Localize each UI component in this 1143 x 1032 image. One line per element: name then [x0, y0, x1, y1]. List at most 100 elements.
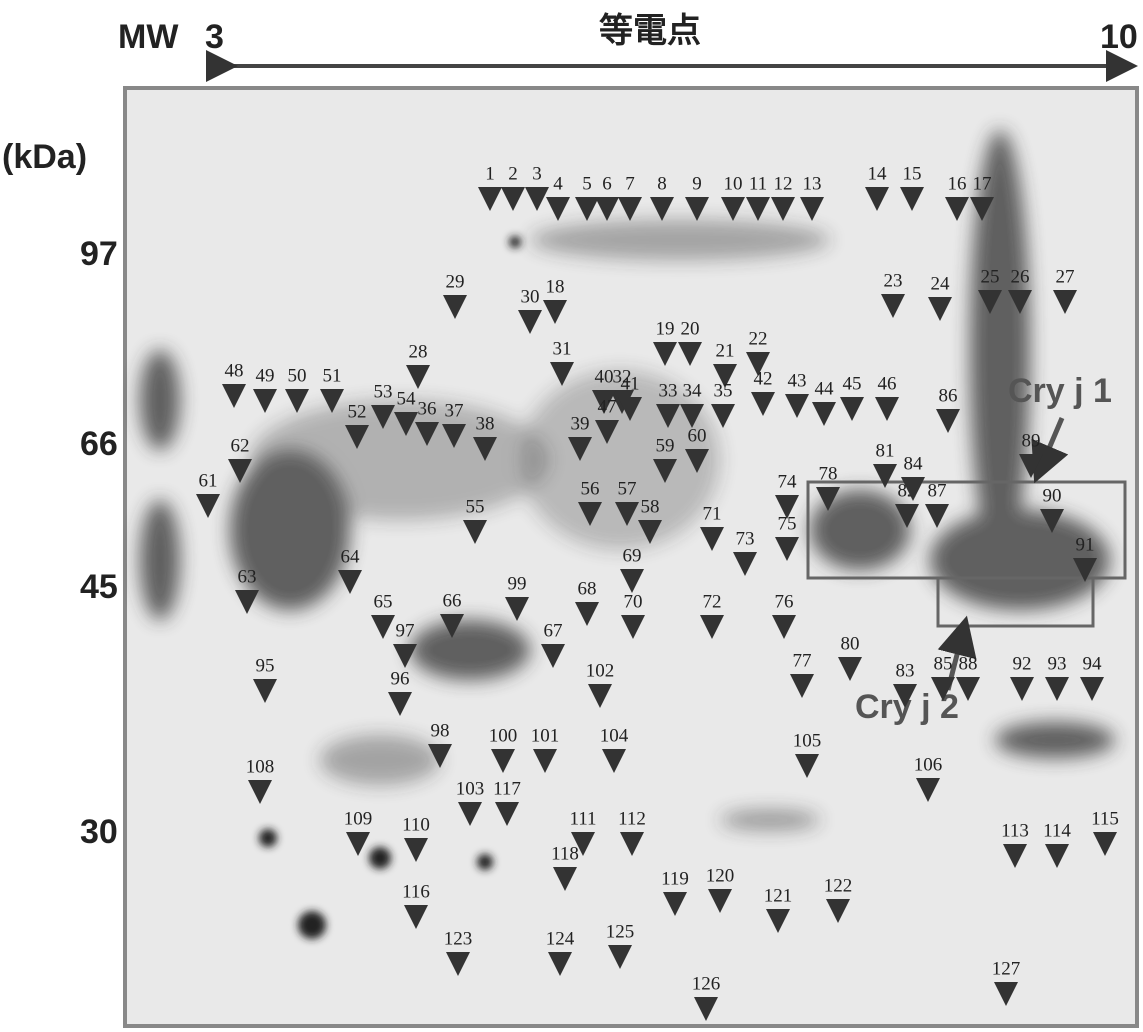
- spot-label: 6: [602, 173, 612, 194]
- spot-label: 73: [736, 528, 755, 549]
- spot-label: 29: [446, 271, 465, 292]
- spot-label: 15: [903, 163, 922, 184]
- spot-label: 101: [531, 725, 560, 746]
- mw-marker: 30: [80, 813, 118, 851]
- spot-label: 105: [793, 730, 822, 751]
- spot-label: 94: [1083, 653, 1103, 674]
- spot-label: 88: [959, 653, 978, 674]
- spot-label: 62: [231, 435, 250, 456]
- cry-j1-label: Cry j 1: [1008, 372, 1112, 410]
- spot-label: 44: [815, 378, 835, 399]
- spot-label: 83: [896, 660, 915, 681]
- spot-label: 127: [992, 958, 1021, 979]
- mw-marker: 45: [80, 568, 118, 606]
- spot-label: 117: [493, 778, 521, 799]
- spot-label: 60: [688, 425, 707, 446]
- spot-label: 40: [595, 366, 614, 387]
- spot-label: 111: [569, 808, 596, 829]
- spot-label: 116: [402, 881, 430, 902]
- spot-label: 20: [681, 318, 700, 339]
- spot-label: 41: [621, 373, 640, 394]
- spot-label: 27: [1056, 266, 1075, 287]
- spot-label: 38: [476, 413, 495, 434]
- spot-label: 8: [657, 173, 667, 194]
- spot-label: 95: [256, 655, 275, 676]
- spot-label: 37: [445, 400, 464, 421]
- spot-label: 26: [1011, 266, 1030, 287]
- spot-label: 93: [1048, 653, 1067, 674]
- spot-label: 34: [683, 380, 703, 401]
- spot-label: 70: [624, 591, 643, 612]
- spot-label: 61: [199, 470, 218, 491]
- spot-label: 124: [546, 928, 575, 949]
- spot-label: 9: [692, 173, 702, 194]
- spot-label: 47: [598, 396, 617, 417]
- spot-label: 16: [948, 173, 967, 194]
- spot-label: 87: [928, 480, 947, 501]
- spot-label: 24: [931, 273, 951, 294]
- spot-label: 46: [878, 373, 897, 394]
- spot-label: 66: [443, 590, 462, 611]
- spot-label: 56: [581, 478, 600, 499]
- ph-low: 3: [205, 18, 224, 56]
- spot-label: 23: [884, 270, 903, 291]
- spot-label: 43: [788, 370, 807, 391]
- spot-label: 99: [508, 573, 527, 594]
- unit: (kDa): [2, 138, 87, 176]
- spot-label: 109: [344, 808, 373, 829]
- spot-label: 103: [456, 778, 485, 799]
- spot-label: 36: [418, 398, 437, 419]
- spot-label: 69: [623, 545, 642, 566]
- cry-j2-label: Cry j 2: [855, 688, 959, 726]
- spot-label: 75: [778, 513, 797, 534]
- spot-label: 67: [544, 620, 563, 641]
- spot-label: 48: [225, 360, 244, 381]
- spot-label: 68: [578, 578, 597, 599]
- spot-label: 1: [485, 163, 495, 184]
- spot-label: 5: [582, 173, 592, 194]
- spot-label: 121: [764, 885, 793, 906]
- spot-label: 91: [1076, 534, 1095, 555]
- spot-label: 81: [876, 440, 895, 461]
- spot-label: 98: [431, 720, 450, 741]
- spot-label: 54: [397, 388, 417, 409]
- spot-label: 33: [659, 380, 678, 401]
- spot-label: 78: [819, 463, 838, 484]
- spot-label: 14: [868, 163, 888, 184]
- spot-label: 19: [656, 318, 675, 339]
- spot-label: 108: [246, 756, 275, 777]
- spot-label: 86: [939, 385, 958, 406]
- spot-label: 113: [1001, 820, 1029, 841]
- spot-label: 4: [553, 173, 563, 194]
- spot-label: 31: [553, 338, 572, 359]
- spot-label: 89: [1022, 430, 1041, 451]
- spot-label: 120: [706, 865, 735, 886]
- spot-label: 84: [904, 453, 924, 474]
- spot-label: 74: [778, 471, 798, 492]
- spot-label: 114: [1043, 820, 1071, 841]
- axis-title: 等電点: [599, 12, 701, 50]
- spot-label: 10: [724, 173, 743, 194]
- spot-label: 53: [374, 381, 393, 402]
- spot-label: 3: [532, 163, 542, 184]
- spot-label: 115: [1091, 808, 1119, 829]
- spot-label: 85: [934, 653, 953, 674]
- spot-label: 122: [824, 875, 853, 896]
- spot-label: 72: [703, 591, 722, 612]
- mw-marker: 97: [80, 235, 118, 273]
- spot-label: 112: [618, 808, 646, 829]
- spot-label: 97: [396, 620, 415, 641]
- spot-label: 13: [803, 173, 822, 194]
- spot-label: 76: [775, 591, 794, 612]
- spot-label: 50: [288, 365, 307, 386]
- spot-label: 65: [374, 591, 393, 612]
- spot-label: 123: [444, 928, 473, 949]
- spot-label: 49: [256, 365, 275, 386]
- spot-label: 125: [606, 921, 635, 942]
- spot-label: 2: [508, 163, 518, 184]
- spot-label: 35: [714, 380, 733, 401]
- spot-label: 104: [600, 725, 629, 746]
- spot-label: 63: [238, 566, 257, 587]
- spot-label: 110: [402, 814, 430, 835]
- spot-label: 59: [656, 435, 675, 456]
